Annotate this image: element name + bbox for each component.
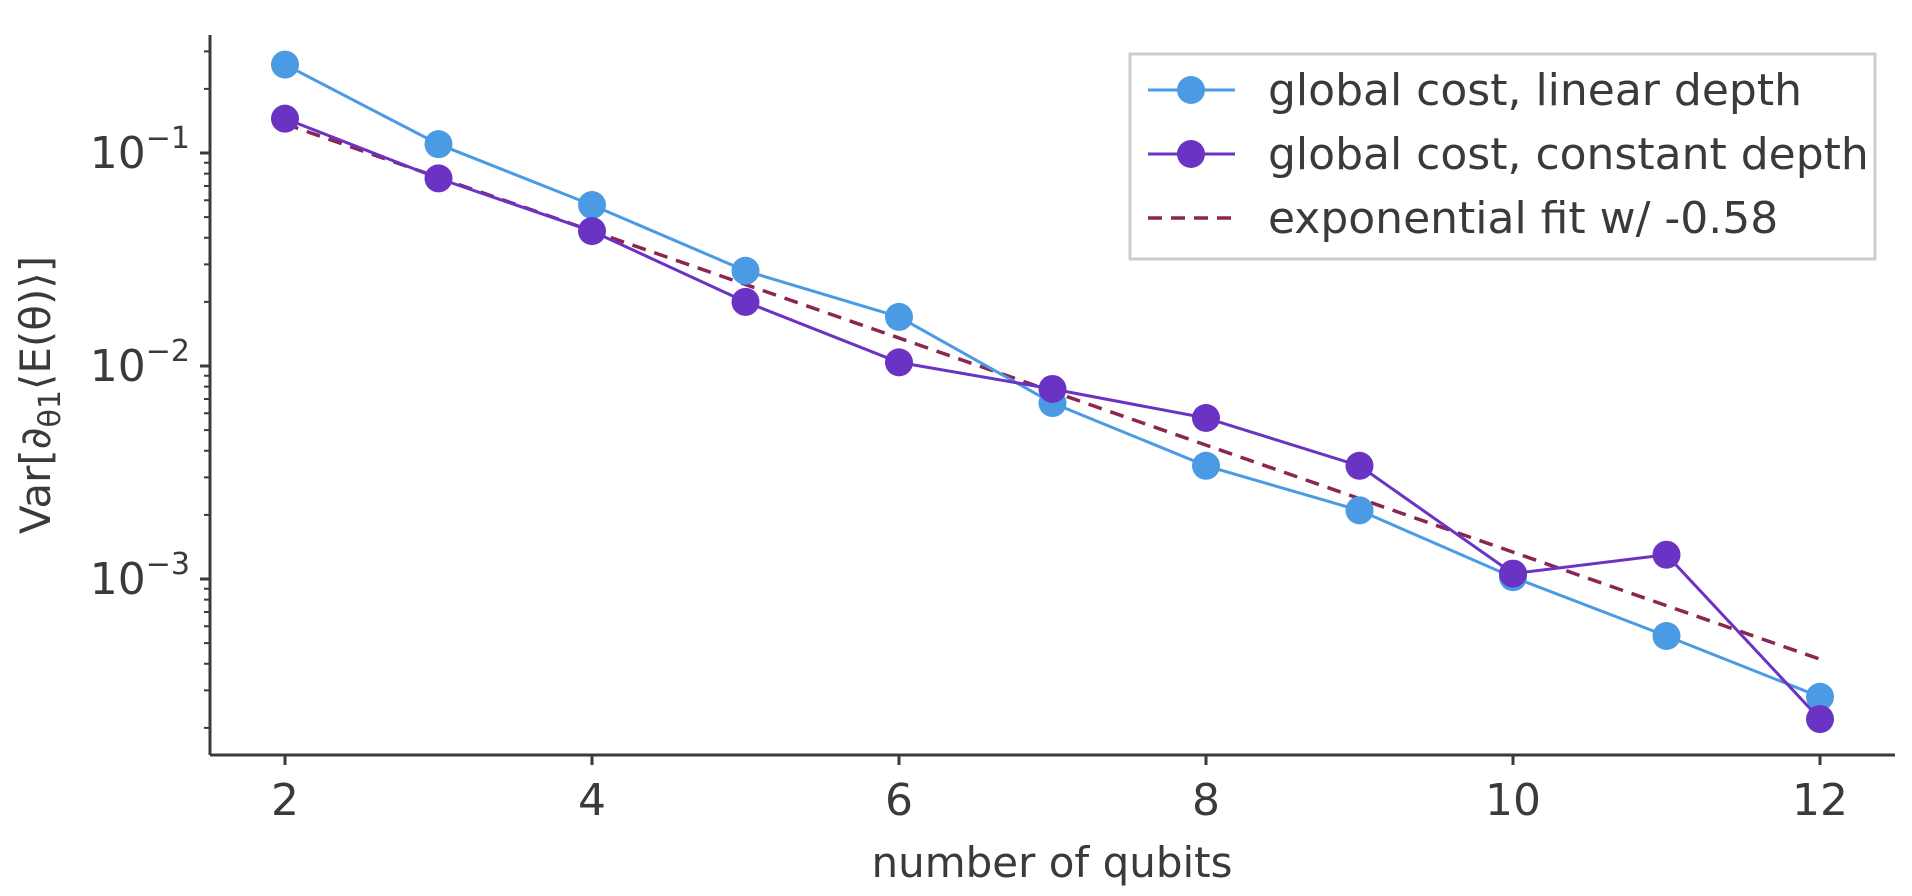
- data-point: [271, 104, 299, 133]
- x-tick-label: 2: [271, 775, 299, 826]
- y-axis-label: Var[∂θ1⟨E(θ)⟩]: [11, 256, 68, 534]
- legend-label: global cost, linear depth: [1268, 65, 1802, 116]
- legend-swatch-marker: [1177, 76, 1205, 104]
- data-point: [1345, 496, 1374, 525]
- series-layer: [271, 50, 1834, 734]
- y-axis-label-suffix: ⟨E(θ)⟩]: [11, 256, 60, 390]
- x-tick-label: 10: [1485, 775, 1541, 826]
- data-point: [578, 217, 606, 246]
- data-point: [1806, 682, 1834, 711]
- x-tick-label: 6: [885, 775, 913, 826]
- legend-label: global cost, constant depth: [1268, 129, 1869, 180]
- x-tick-label: 8: [1192, 775, 1220, 826]
- x-ticks: 2 4 6 8 10 12: [271, 755, 1848, 826]
- data-point: [1652, 622, 1681, 651]
- y-tick-label: 10−1: [90, 121, 190, 179]
- data-point: [1038, 374, 1067, 403]
- x-axis-label: number of qubits: [871, 838, 1232, 887]
- data-point: [271, 50, 299, 79]
- data-point: [885, 302, 913, 331]
- legend-frame: [1128, 52, 1877, 261]
- y-axis-label-prefix: Var[∂: [11, 428, 60, 535]
- data-point: [1652, 540, 1681, 569]
- legend-entries: global cost, linear depth global cost, co…: [1148, 65, 1869, 244]
- legend: global cost, linear depth global cost, co…: [1128, 52, 1877, 261]
- y-axis-label-sub: θ1: [33, 390, 68, 427]
- data-point: [731, 287, 760, 316]
- data-point: [1192, 403, 1220, 432]
- y-tick-label: 10−2: [90, 334, 190, 392]
- data-point: [1345, 451, 1374, 480]
- legend-swatch-marker: [1177, 140, 1205, 168]
- data-point: [1192, 451, 1220, 480]
- plot-area: 2 4 6 8 10 12 10−1 10−2 10−3: [90, 35, 1895, 826]
- data-point: [731, 256, 760, 285]
- data-point: [578, 190, 606, 219]
- y-tick-label: 10−3: [90, 547, 190, 605]
- data-point: [424, 130, 453, 159]
- legend-label: exponential fit w/ -0.58: [1268, 193, 1778, 244]
- data-point: [885, 348, 913, 377]
- data-point: [424, 164, 453, 193]
- data-point: [1806, 705, 1834, 734]
- data-point: [1499, 559, 1527, 588]
- x-tick-label: 12: [1792, 775, 1848, 826]
- x-tick-label: 4: [578, 775, 606, 826]
- y-ticks: 10−1 10−2 10−3: [90, 50, 210, 729]
